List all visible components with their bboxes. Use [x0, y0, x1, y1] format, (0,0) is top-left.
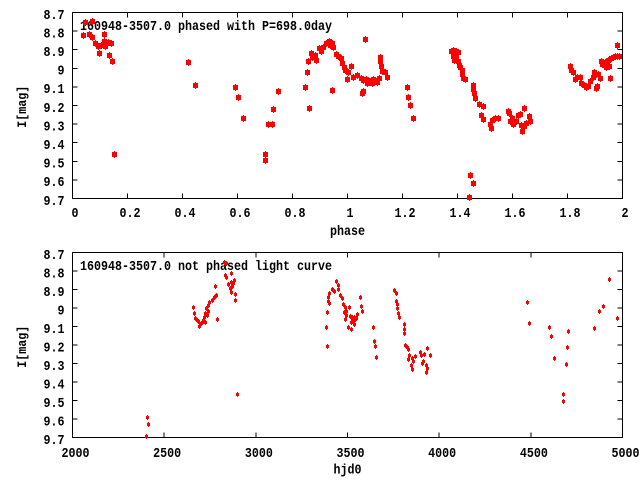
svg-text:8.8: 8.8 — [44, 26, 65, 42]
svg-text:0.8: 0.8 — [285, 206, 306, 222]
svg-text:0.4: 0.4 — [175, 206, 196, 222]
svg-text:hjd0: hjd0 — [334, 463, 362, 479]
svg-text:160948-3507.0 phased with P=69: 160948-3507.0 phased with P=698.0day — [80, 19, 332, 35]
svg-text:9.7: 9.7 — [44, 433, 65, 449]
svg-text:9.7: 9.7 — [44, 194, 65, 210]
svg-text:9.3: 9.3 — [44, 119, 65, 135]
svg-text:9: 9 — [58, 303, 65, 319]
svg-text:8.7: 8.7 — [44, 248, 65, 264]
svg-text:1.8: 1.8 — [560, 206, 581, 222]
svg-text:1.4: 1.4 — [450, 206, 471, 222]
svg-text:9.2: 9.2 — [44, 101, 65, 117]
svg-text:I[mag]: I[mag] — [16, 86, 30, 128]
svg-text:160948-3507.0 not phased light: 160948-3507.0 not phased light curve — [80, 259, 332, 275]
svg-text:0.6: 0.6 — [230, 206, 251, 222]
svg-text:9.4: 9.4 — [44, 377, 65, 393]
svg-text:9.6: 9.6 — [44, 175, 65, 191]
svg-text:9.4: 9.4 — [44, 138, 65, 154]
svg-text:8.7: 8.7 — [44, 8, 65, 24]
svg-text:9: 9 — [58, 64, 65, 80]
svg-text:I[mag]: I[mag] — [16, 326, 30, 368]
svg-text:8.9: 8.9 — [44, 285, 65, 301]
svg-text:8.9: 8.9 — [44, 45, 65, 61]
svg-text:1.2: 1.2 — [395, 206, 416, 222]
svg-text:9.6: 9.6 — [44, 414, 65, 430]
svg-text:2500: 2500 — [153, 446, 181, 462]
svg-text:4500: 4500 — [520, 446, 548, 462]
svg-text:3000: 3000 — [245, 446, 273, 462]
svg-text:9.1: 9.1 — [44, 82, 65, 98]
svg-text:2000: 2000 — [62, 446, 90, 462]
svg-text:0.2: 0.2 — [120, 206, 141, 222]
svg-text:0: 0 — [72, 206, 79, 222]
svg-text:9.5: 9.5 — [44, 157, 65, 173]
svg-text:9.1: 9.1 — [44, 322, 65, 338]
svg-text:9.5: 9.5 — [44, 396, 65, 412]
svg-text:phase: phase — [330, 224, 365, 240]
svg-text:5000: 5000 — [612, 446, 640, 462]
svg-text:2: 2 — [622, 206, 629, 222]
svg-text:3500: 3500 — [337, 446, 365, 462]
svg-text:8.8: 8.8 — [44, 266, 65, 282]
svg-text:4000: 4000 — [428, 446, 456, 462]
svg-text:9.3: 9.3 — [44, 359, 65, 375]
svg-text:1: 1 — [347, 206, 354, 222]
svg-text:1.6: 1.6 — [505, 206, 526, 222]
svg-text:9.2: 9.2 — [44, 340, 65, 356]
